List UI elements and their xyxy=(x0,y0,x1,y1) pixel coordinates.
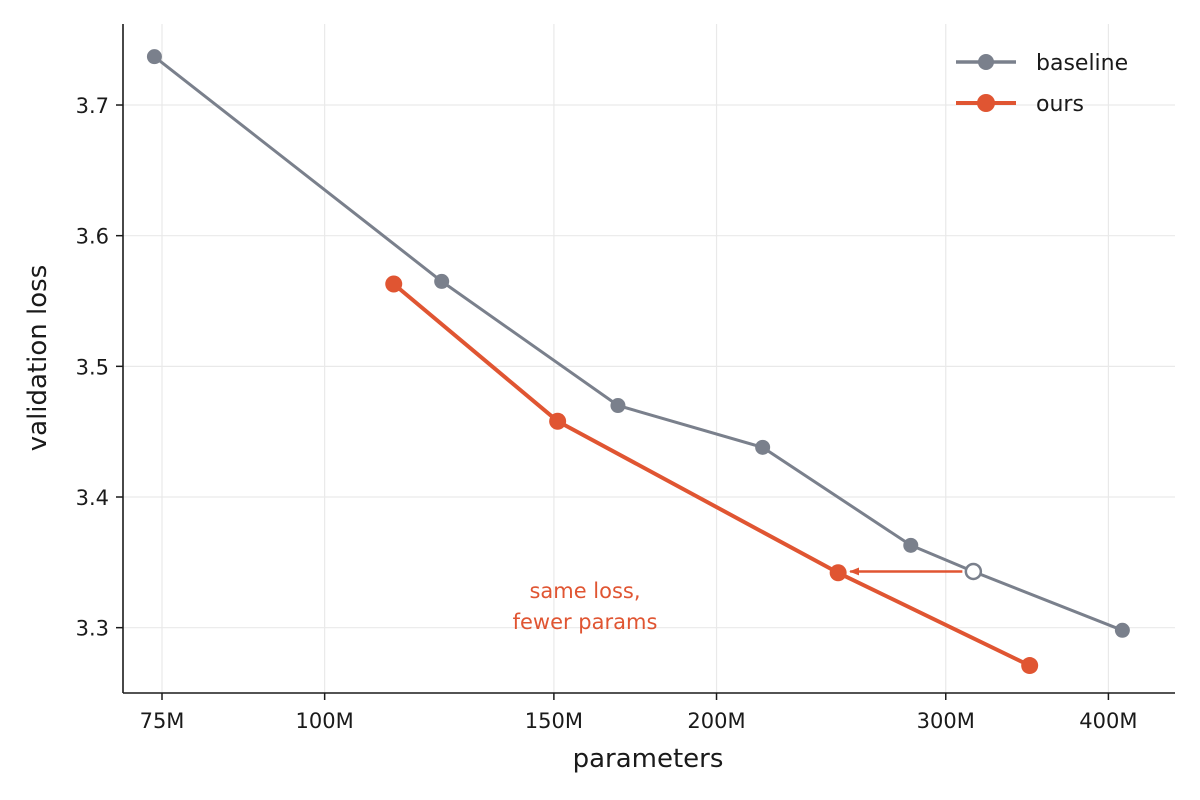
legend-label-ours: ours xyxy=(1036,92,1084,117)
legend-marker-ours xyxy=(977,94,995,112)
axes: 75M 100M 150M 200M 300M 400M 3.3 3.4 3.5 3.6 3.7 xyxy=(76,24,1175,733)
data-point-baseline xyxy=(146,49,162,65)
data-point-baseline xyxy=(434,273,450,289)
data-point-ours xyxy=(385,275,403,293)
x-tick-label: 200M xyxy=(687,709,745,733)
data-point-baseline xyxy=(610,398,626,414)
x-axis-title: parameters xyxy=(573,744,724,774)
x-tick-label: 75M xyxy=(140,709,185,733)
data-point-ours xyxy=(829,564,847,582)
data-point-ours xyxy=(1021,657,1039,675)
grid xyxy=(123,24,1175,693)
data-point-baseline xyxy=(755,439,771,455)
y-axis-title: validation loss xyxy=(23,265,53,452)
x-tick-label: 400M xyxy=(1079,709,1137,733)
legend: baseline ours xyxy=(956,51,1128,117)
data-point-baseline xyxy=(964,562,983,581)
series-layer xyxy=(146,49,1130,675)
series-baseline xyxy=(146,49,1130,638)
y-tick-label: 3.5 xyxy=(76,355,109,379)
series-ours xyxy=(385,275,1039,675)
annotation: same loss, fewer params xyxy=(513,567,963,634)
data-point-ours xyxy=(549,412,567,430)
annotation-line-2: fewer params xyxy=(513,610,658,634)
data-point-baseline xyxy=(903,537,919,553)
y-tick-label: 3.6 xyxy=(76,225,109,249)
x-tick-label: 100M xyxy=(296,709,354,733)
legend-marker-baseline xyxy=(978,54,994,70)
series-line-baseline xyxy=(153,55,1123,632)
data-point-baseline xyxy=(1114,622,1130,638)
x-tick-label: 150M xyxy=(525,709,583,733)
annotation-line-1: same loss, xyxy=(529,579,640,603)
y-tick-label: 3.4 xyxy=(76,486,109,510)
x-tick-label: 300M xyxy=(917,709,975,733)
series-line-ours xyxy=(392,282,1031,668)
y-tick-label: 3.7 xyxy=(76,94,109,118)
y-tick-label: 3.3 xyxy=(76,617,109,641)
legend-label-baseline: baseline xyxy=(1036,51,1128,76)
